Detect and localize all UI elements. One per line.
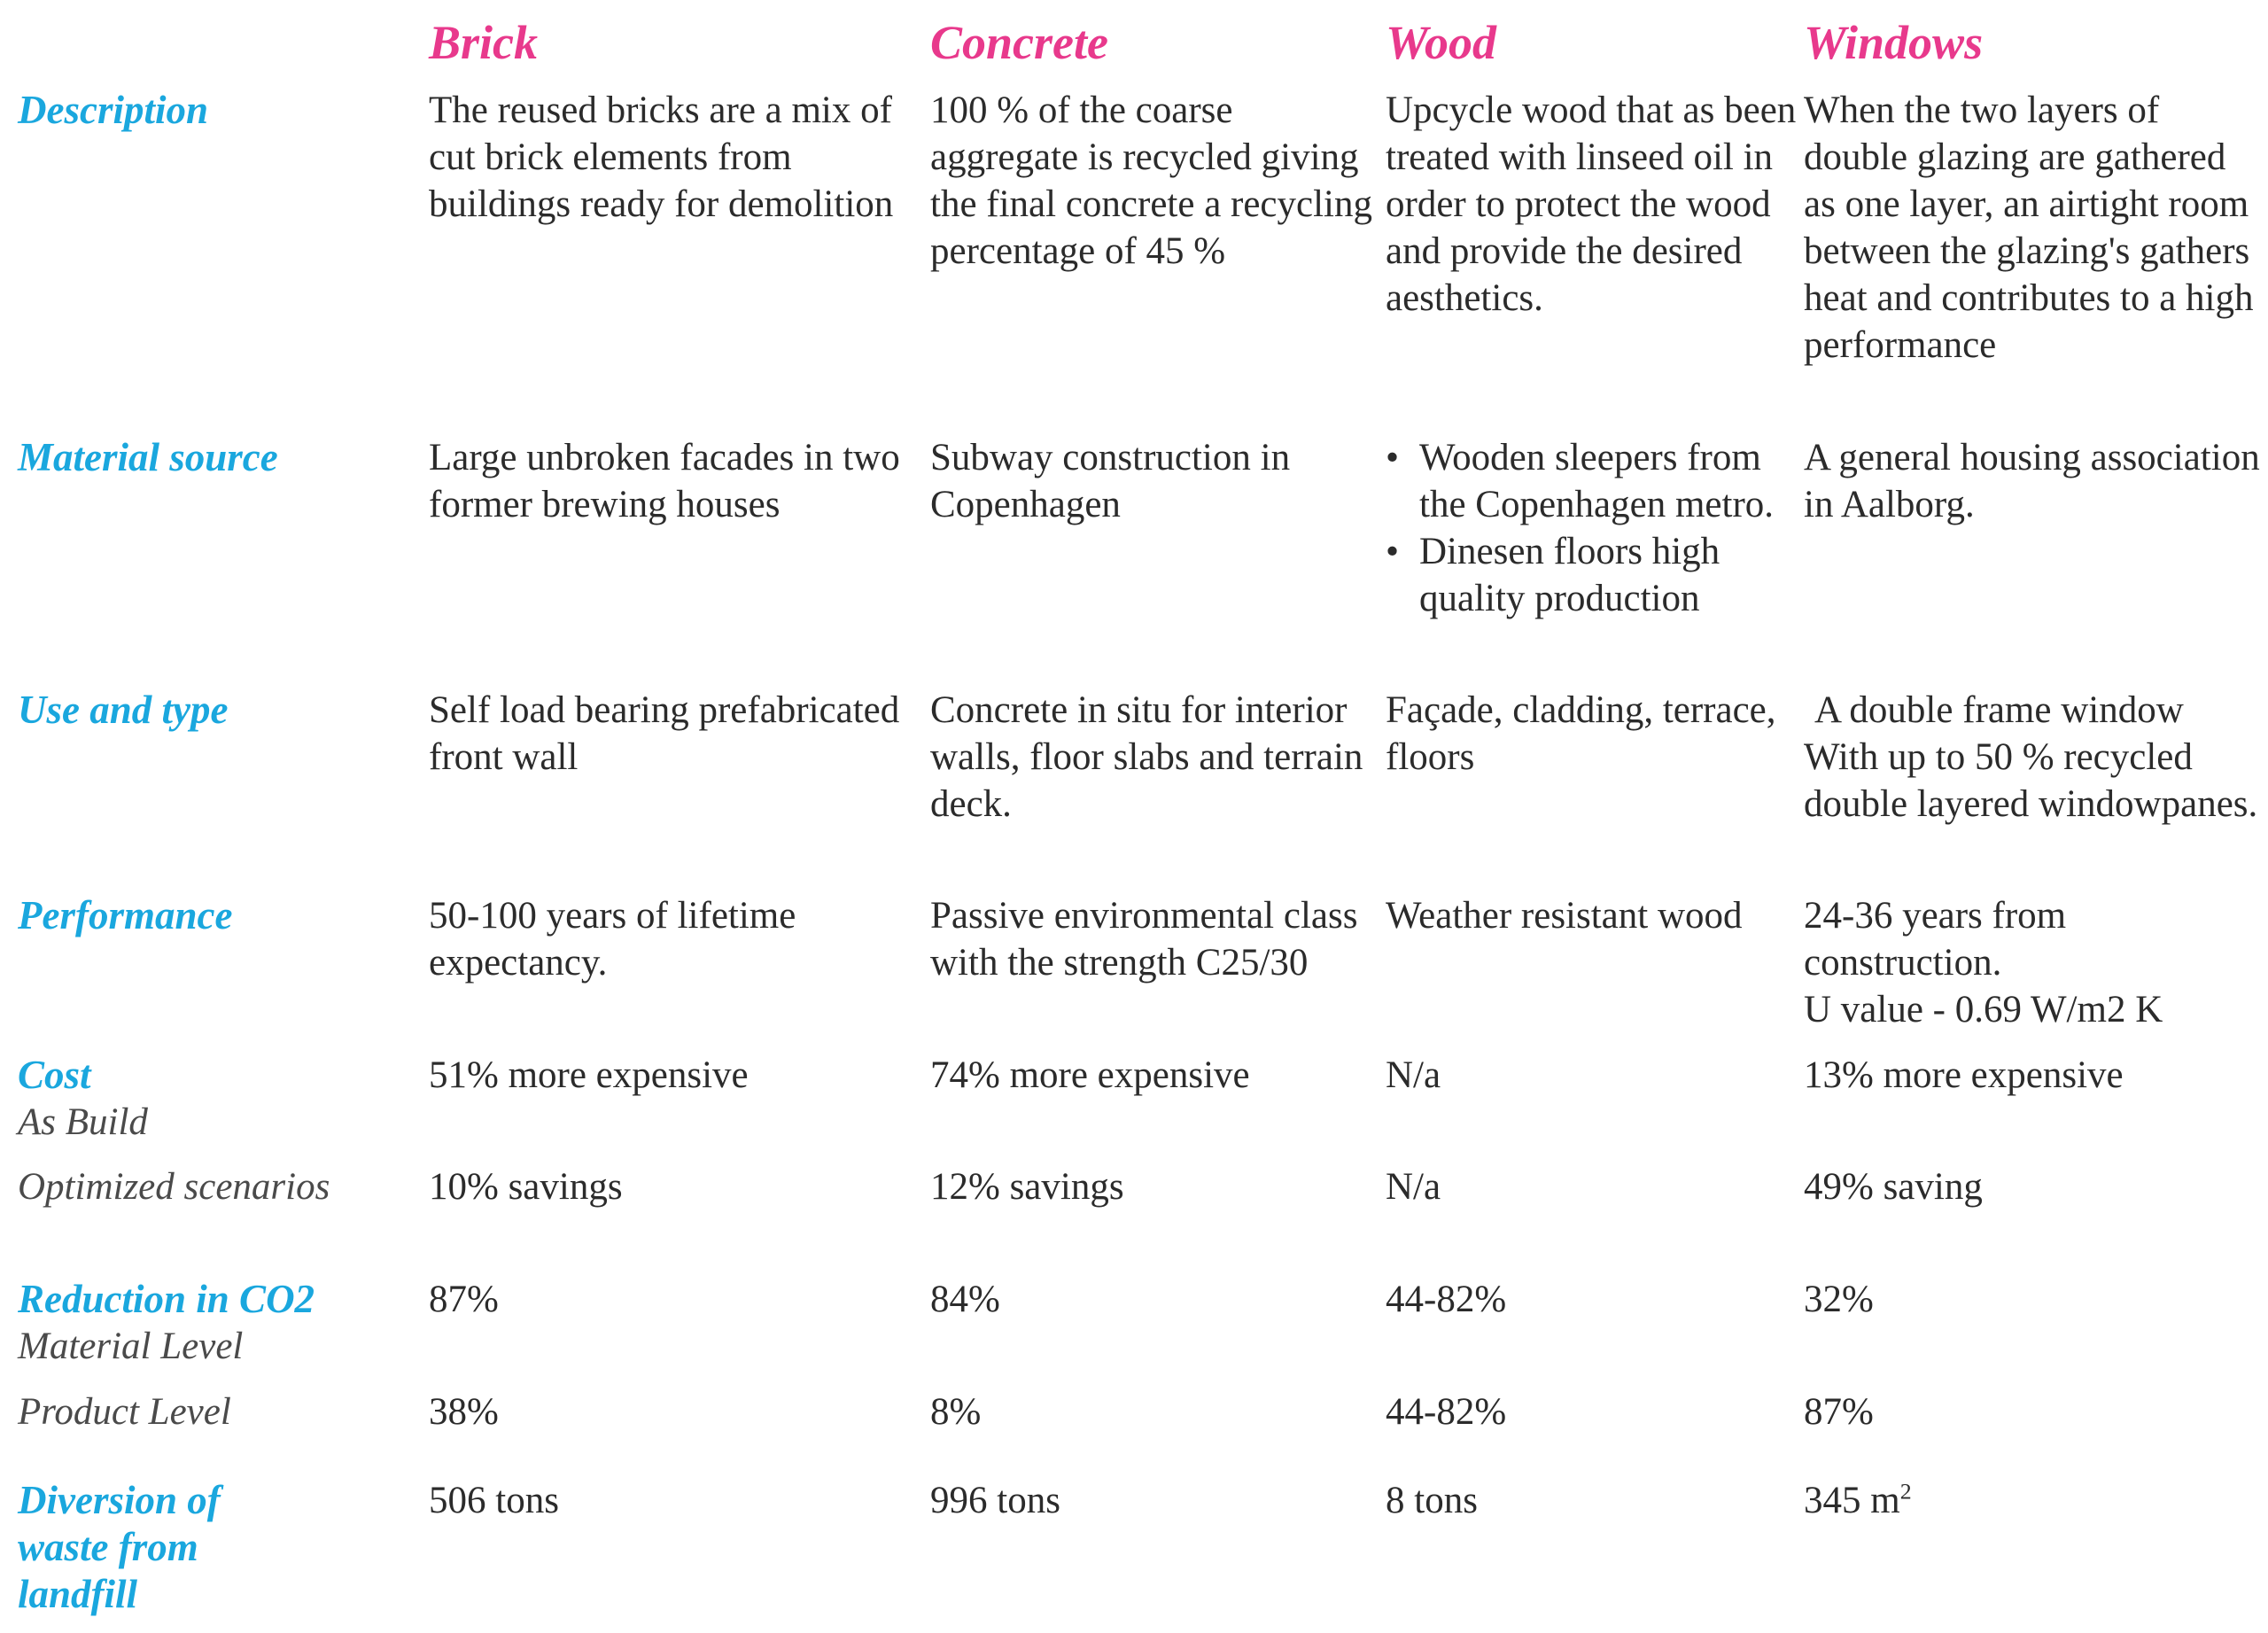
cell-material-source-wood: • Wooden sleepers from the Copenhagen met… — [1386, 434, 1802, 622]
list-item: • Dinesen floors high quality production — [1386, 528, 1802, 622]
row-label-co2: Reduction in CO2 — [18, 1277, 315, 1321]
cell-use-brick: Self load bearing prefabricated front wa… — [429, 689, 900, 778]
cell-diversion-wood: 8 tons — [1386, 1480, 1478, 1521]
cell-diversion-windows: 345 m2 — [1804, 1477, 2264, 1524]
cell-cost-concrete: 74% more expensive — [930, 1054, 1250, 1096]
row-label-diversion-line1: Diversion of — [18, 1478, 221, 1522]
list-item-text: Wooden sleepers from the Copenhagen metr… — [1419, 437, 1775, 525]
column-header-brick: Brick — [429, 16, 539, 69]
cell-performance-windows-line1: 24-36 years from construction. — [1804, 895, 2067, 984]
cell-optimized-concrete: 12% savings — [930, 1166, 1124, 1208]
row-label-material-source: Material source — [18, 435, 278, 479]
bullet-icon: • — [1386, 437, 1400, 478]
row-label-performance: Performance — [18, 893, 233, 937]
wood-source-list: • Wooden sleepers from the Copenhagen met… — [1386, 434, 1802, 622]
column-header-wood: Wood — [1386, 16, 1497, 69]
cell-co2-material-wood: 44-82% — [1386, 1279, 1507, 1320]
sublabel-material-level: Material Level — [18, 1326, 244, 1367]
bullet-icon: • — [1386, 531, 1400, 572]
column-header-windows: Windows — [1804, 16, 1984, 69]
cell-optimized-brick: 10% savings — [429, 1166, 623, 1208]
cell-description-brick: The reused bricks are a mix of cut brick… — [429, 89, 894, 225]
cell-co2-product-brick: 38% — [429, 1391, 499, 1433]
cell-diversion-brick: 506 tons — [429, 1480, 559, 1521]
cell-use-windows-line1: A double frame window — [1814, 689, 2184, 731]
row-label-cost: Cost — [18, 1053, 91, 1097]
cell-optimized-windows: 49% saving — [1804, 1166, 1983, 1208]
cell-description-windows: When the two layers of double glazing ar… — [1804, 89, 2254, 366]
cell-performance-windows-line2: U value - 0.69 W/m2 K — [1804, 989, 2163, 1030]
cell-use-windows: A double frame window With up to 50 % re… — [1804, 687, 2264, 828]
cell-description-wood: Upcycle wood that as been treated with l… — [1386, 89, 1797, 319]
cell-co2-product-wood: 44-82% — [1386, 1391, 1507, 1433]
sublabel-optimized-scenarios: Optimized scenarios — [18, 1166, 330, 1208]
cell-co2-product-windows: 87% — [1804, 1391, 1874, 1433]
cell-cost-wood: N/a — [1386, 1054, 1441, 1096]
row-label-use-and-type: Use and type — [18, 688, 229, 732]
sublabel-product-level: Product Level — [18, 1391, 231, 1433]
cell-diversion-concrete: 996 tons — [930, 1480, 1060, 1521]
cell-description-concrete: 100 % of the coarse aggregate is recycle… — [930, 89, 1372, 272]
sublabel-as-build: As Build — [18, 1101, 148, 1143]
cell-co2-product-concrete: 8% — [930, 1391, 982, 1433]
row-label-diversion-line2: waste from — [18, 1525, 198, 1569]
list-item-text: Dinesen floors high quality production — [1419, 531, 1720, 619]
cell-co2-material-windows: 32% — [1804, 1279, 1874, 1320]
cell-performance-windows: 24-36 years from construction. U value -… — [1804, 892, 2264, 1033]
row-label-description: Description — [18, 88, 209, 132]
cell-co2-material-brick: 87% — [429, 1279, 499, 1320]
list-item: • Wooden sleepers from the Copenhagen met… — [1386, 434, 1802, 528]
cell-optimized-wood: N/a — [1386, 1166, 1441, 1208]
cell-use-windows-line2: With up to 50 % recycled double layered … — [1804, 736, 2258, 825]
cell-material-source-concrete: Subway construction in Copenhagen — [930, 437, 1291, 525]
cell-co2-material-concrete: 84% — [930, 1279, 1000, 1320]
cell-use-concrete: Concrete in situ for interior walls, flo… — [930, 689, 1363, 825]
column-header-concrete: Concrete — [930, 16, 1108, 69]
cell-use-wood: Façade, cladding, terrace, floors — [1386, 689, 1776, 778]
cell-performance-brick: 50-100 years of lifetime expectancy. — [429, 895, 796, 984]
cell-material-source-windows: A general housing association in Aalborg… — [1804, 437, 2260, 525]
cell-performance-concrete: Passive environmental class with the str… — [930, 895, 1358, 984]
cell-cost-windows: 13% more expensive — [1804, 1054, 2124, 1096]
diversion-windows-unit-superscript: 2 — [1899, 1478, 1912, 1505]
cell-material-source-brick: Large unbroken facades in two former bre… — [429, 437, 900, 525]
diversion-windows-value: 345 m — [1804, 1480, 1900, 1521]
cell-cost-brick: 51% more expensive — [429, 1054, 749, 1096]
cell-performance-wood: Weather resistant wood — [1386, 895, 1743, 937]
row-label-diversion-line3: landfill — [18, 1572, 138, 1616]
